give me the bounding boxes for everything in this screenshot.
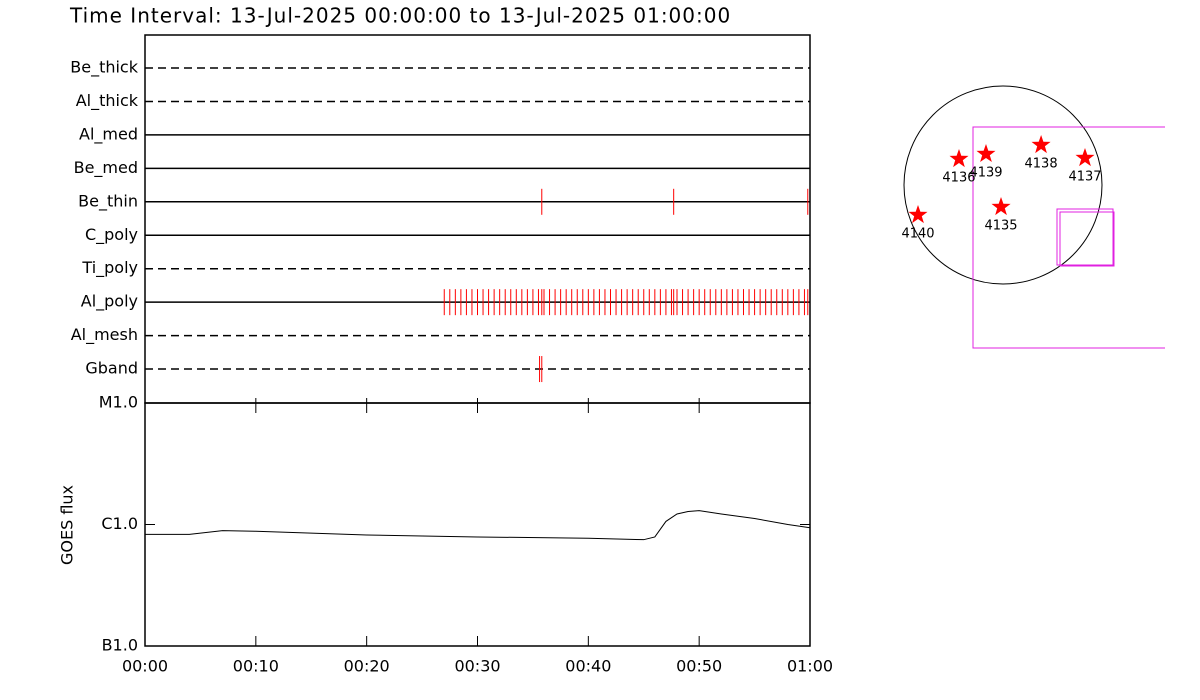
fov-box bbox=[972, 126, 1165, 349]
region-star bbox=[908, 205, 928, 224]
row-label: Be_thick bbox=[70, 58, 138, 78]
row-label: C_poly bbox=[85, 225, 138, 245]
region-label: 4136 bbox=[942, 171, 975, 186]
x-tick-label: 00:10 bbox=[233, 657, 279, 676]
y-tick-label: M1.0 bbox=[99, 393, 138, 412]
region-star bbox=[949, 149, 969, 168]
fov-box bbox=[1059, 211, 1115, 267]
fov-box bbox=[1056, 208, 1114, 266]
row-label: Al_thick bbox=[76, 91, 139, 111]
row-label: Gband bbox=[85, 359, 138, 378]
x-tick-label: 00:40 bbox=[565, 657, 611, 676]
region-star bbox=[976, 144, 996, 162]
region-label: 4137 bbox=[1068, 169, 1101, 184]
x-tick-label: 00:30 bbox=[454, 657, 500, 676]
region-star bbox=[1031, 135, 1051, 154]
row-label: Al_med bbox=[79, 124, 138, 144]
row-label: Ti_poly bbox=[81, 258, 138, 278]
region-label: 4135 bbox=[984, 218, 1017, 233]
region-label: 4138 bbox=[1025, 156, 1058, 171]
solar-disk bbox=[903, 85, 1103, 285]
y-tick-label: C1.0 bbox=[101, 514, 138, 533]
chart-title: Time Interval: 13-Jul-2025 00:00:00 to 1… bbox=[69, 4, 731, 28]
x-tick-label: 00:20 bbox=[344, 657, 390, 676]
row-label: Be_med bbox=[74, 158, 138, 178]
row-label: Al_mesh bbox=[71, 325, 138, 345]
region-star bbox=[1075, 148, 1095, 167]
region-star bbox=[991, 197, 1011, 216]
row-label: Al_poly bbox=[81, 292, 138, 312]
y-tick-label: B1.0 bbox=[102, 636, 138, 655]
x-tick-label: 00:00 bbox=[122, 657, 168, 676]
y-axis-label: GOES flux bbox=[58, 485, 77, 565]
region-label: 4139 bbox=[969, 165, 1002, 180]
region-label: 4140 bbox=[901, 227, 934, 242]
x-tick-label: 01:00 bbox=[787, 657, 833, 676]
x-tick-label: 00:50 bbox=[676, 657, 722, 676]
row-label: Be_thin bbox=[78, 191, 138, 211]
goes-curve bbox=[145, 510, 811, 541]
